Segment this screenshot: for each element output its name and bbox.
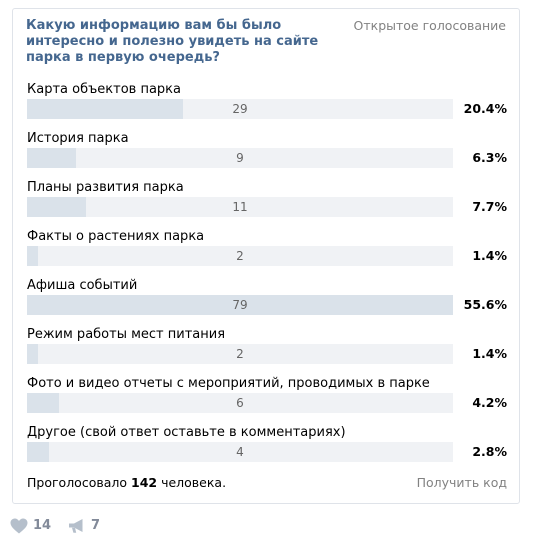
option-vote-count: 2 xyxy=(236,347,244,361)
voted-summary: Проголосовало 142 человека. xyxy=(27,475,226,491)
option-vote-count: 11 xyxy=(232,200,248,214)
option-bar: 11 xyxy=(27,197,453,217)
option-bar: 4 xyxy=(27,442,453,462)
option-bar-fill xyxy=(27,393,60,413)
option-vote-count: 2 xyxy=(236,249,244,263)
option-bar-fill xyxy=(27,99,184,119)
option-vote-count: 4 xyxy=(236,445,244,459)
option-percent: 4.2% xyxy=(472,395,507,410)
get-code-link[interactable]: Получить код xyxy=(416,475,507,490)
option-percent: 1.4% xyxy=(472,248,507,263)
like-count: 14 xyxy=(33,518,52,533)
share-count: 7 xyxy=(91,518,101,533)
poll-option[interactable]: История парка 9 6.3% xyxy=(27,130,507,179)
poll-option[interactable]: Карта объектов парка 29 20.4% xyxy=(27,81,507,130)
poll-option[interactable]: Факты о растениях парка 2 1.4% xyxy=(27,228,507,277)
option-bar-fill xyxy=(27,197,87,217)
option-percent: 55.6% xyxy=(463,297,507,312)
option-bar: 2 xyxy=(27,344,453,364)
option-label: Планы развития парка xyxy=(27,180,184,195)
option-bar-fill xyxy=(27,148,76,168)
voted-total: 142 xyxy=(131,475,158,490)
megaphone-icon xyxy=(68,518,86,534)
option-percent: 20.4% xyxy=(463,101,507,116)
poll-question: Какую информацию вам бы было интересно и… xyxy=(26,18,319,65)
option-bar: 2 xyxy=(27,246,453,266)
voted-suffix: человека. xyxy=(161,475,227,490)
option-bar: 9 xyxy=(27,148,453,168)
poll-options: Карта объектов парка 29 20.4% История парка… xyxy=(27,81,507,473)
option-label: Факты о растениях парка xyxy=(27,229,205,244)
option-percent: 1.4% xyxy=(472,346,507,361)
option-percent: 6.3% xyxy=(472,150,507,165)
option-bar: 6 xyxy=(27,393,453,413)
option-bar-fill xyxy=(27,442,49,462)
like-button[interactable]: 14 xyxy=(10,516,51,536)
heart-icon xyxy=(10,518,28,534)
poll-option[interactable]: Планы развития парка 11 7.7% xyxy=(27,179,507,228)
option-percent: 7.7% xyxy=(472,199,507,214)
option-bar: 79 xyxy=(27,295,453,315)
option-vote-count: 29 xyxy=(232,102,248,116)
option-bar-fill xyxy=(27,344,38,364)
share-button[interactable]: 7 xyxy=(68,516,100,536)
poll-option[interactable]: Фото и видео отчеты с мероприятий, прово… xyxy=(27,375,507,424)
poll-option[interactable]: Другое (свой ответ оставьте в комментари… xyxy=(27,424,507,473)
voted-prefix: Проголосовало xyxy=(27,475,128,490)
poll-card: Какую информацию вам бы было интересно и… xyxy=(12,8,520,504)
option-vote-count: 79 xyxy=(232,298,248,312)
poll-type-label: Открытое голосование xyxy=(353,18,506,33)
option-label: Другое (свой ответ оставьте в комментари… xyxy=(27,425,346,440)
option-label: Фото и видео отчеты с мероприятий, прово… xyxy=(27,376,430,391)
option-bar-fill xyxy=(27,295,453,315)
option-bar-fill xyxy=(27,246,38,266)
poll-option[interactable]: Афиша событий 79 55.6% xyxy=(27,277,507,326)
option-label: Карта объектов парка xyxy=(27,82,181,97)
option-percent: 2.8% xyxy=(472,444,507,459)
option-vote-count: 9 xyxy=(236,151,244,165)
poll-option[interactable]: Режим работы мест питания 2 1.4% xyxy=(27,326,507,375)
option-label: Афиша событий xyxy=(27,278,138,293)
option-label: История парка xyxy=(27,131,129,146)
option-vote-count: 6 xyxy=(236,396,244,410)
option-bar: 29 xyxy=(27,99,453,119)
option-label: Режим работы мест питания xyxy=(27,327,226,342)
